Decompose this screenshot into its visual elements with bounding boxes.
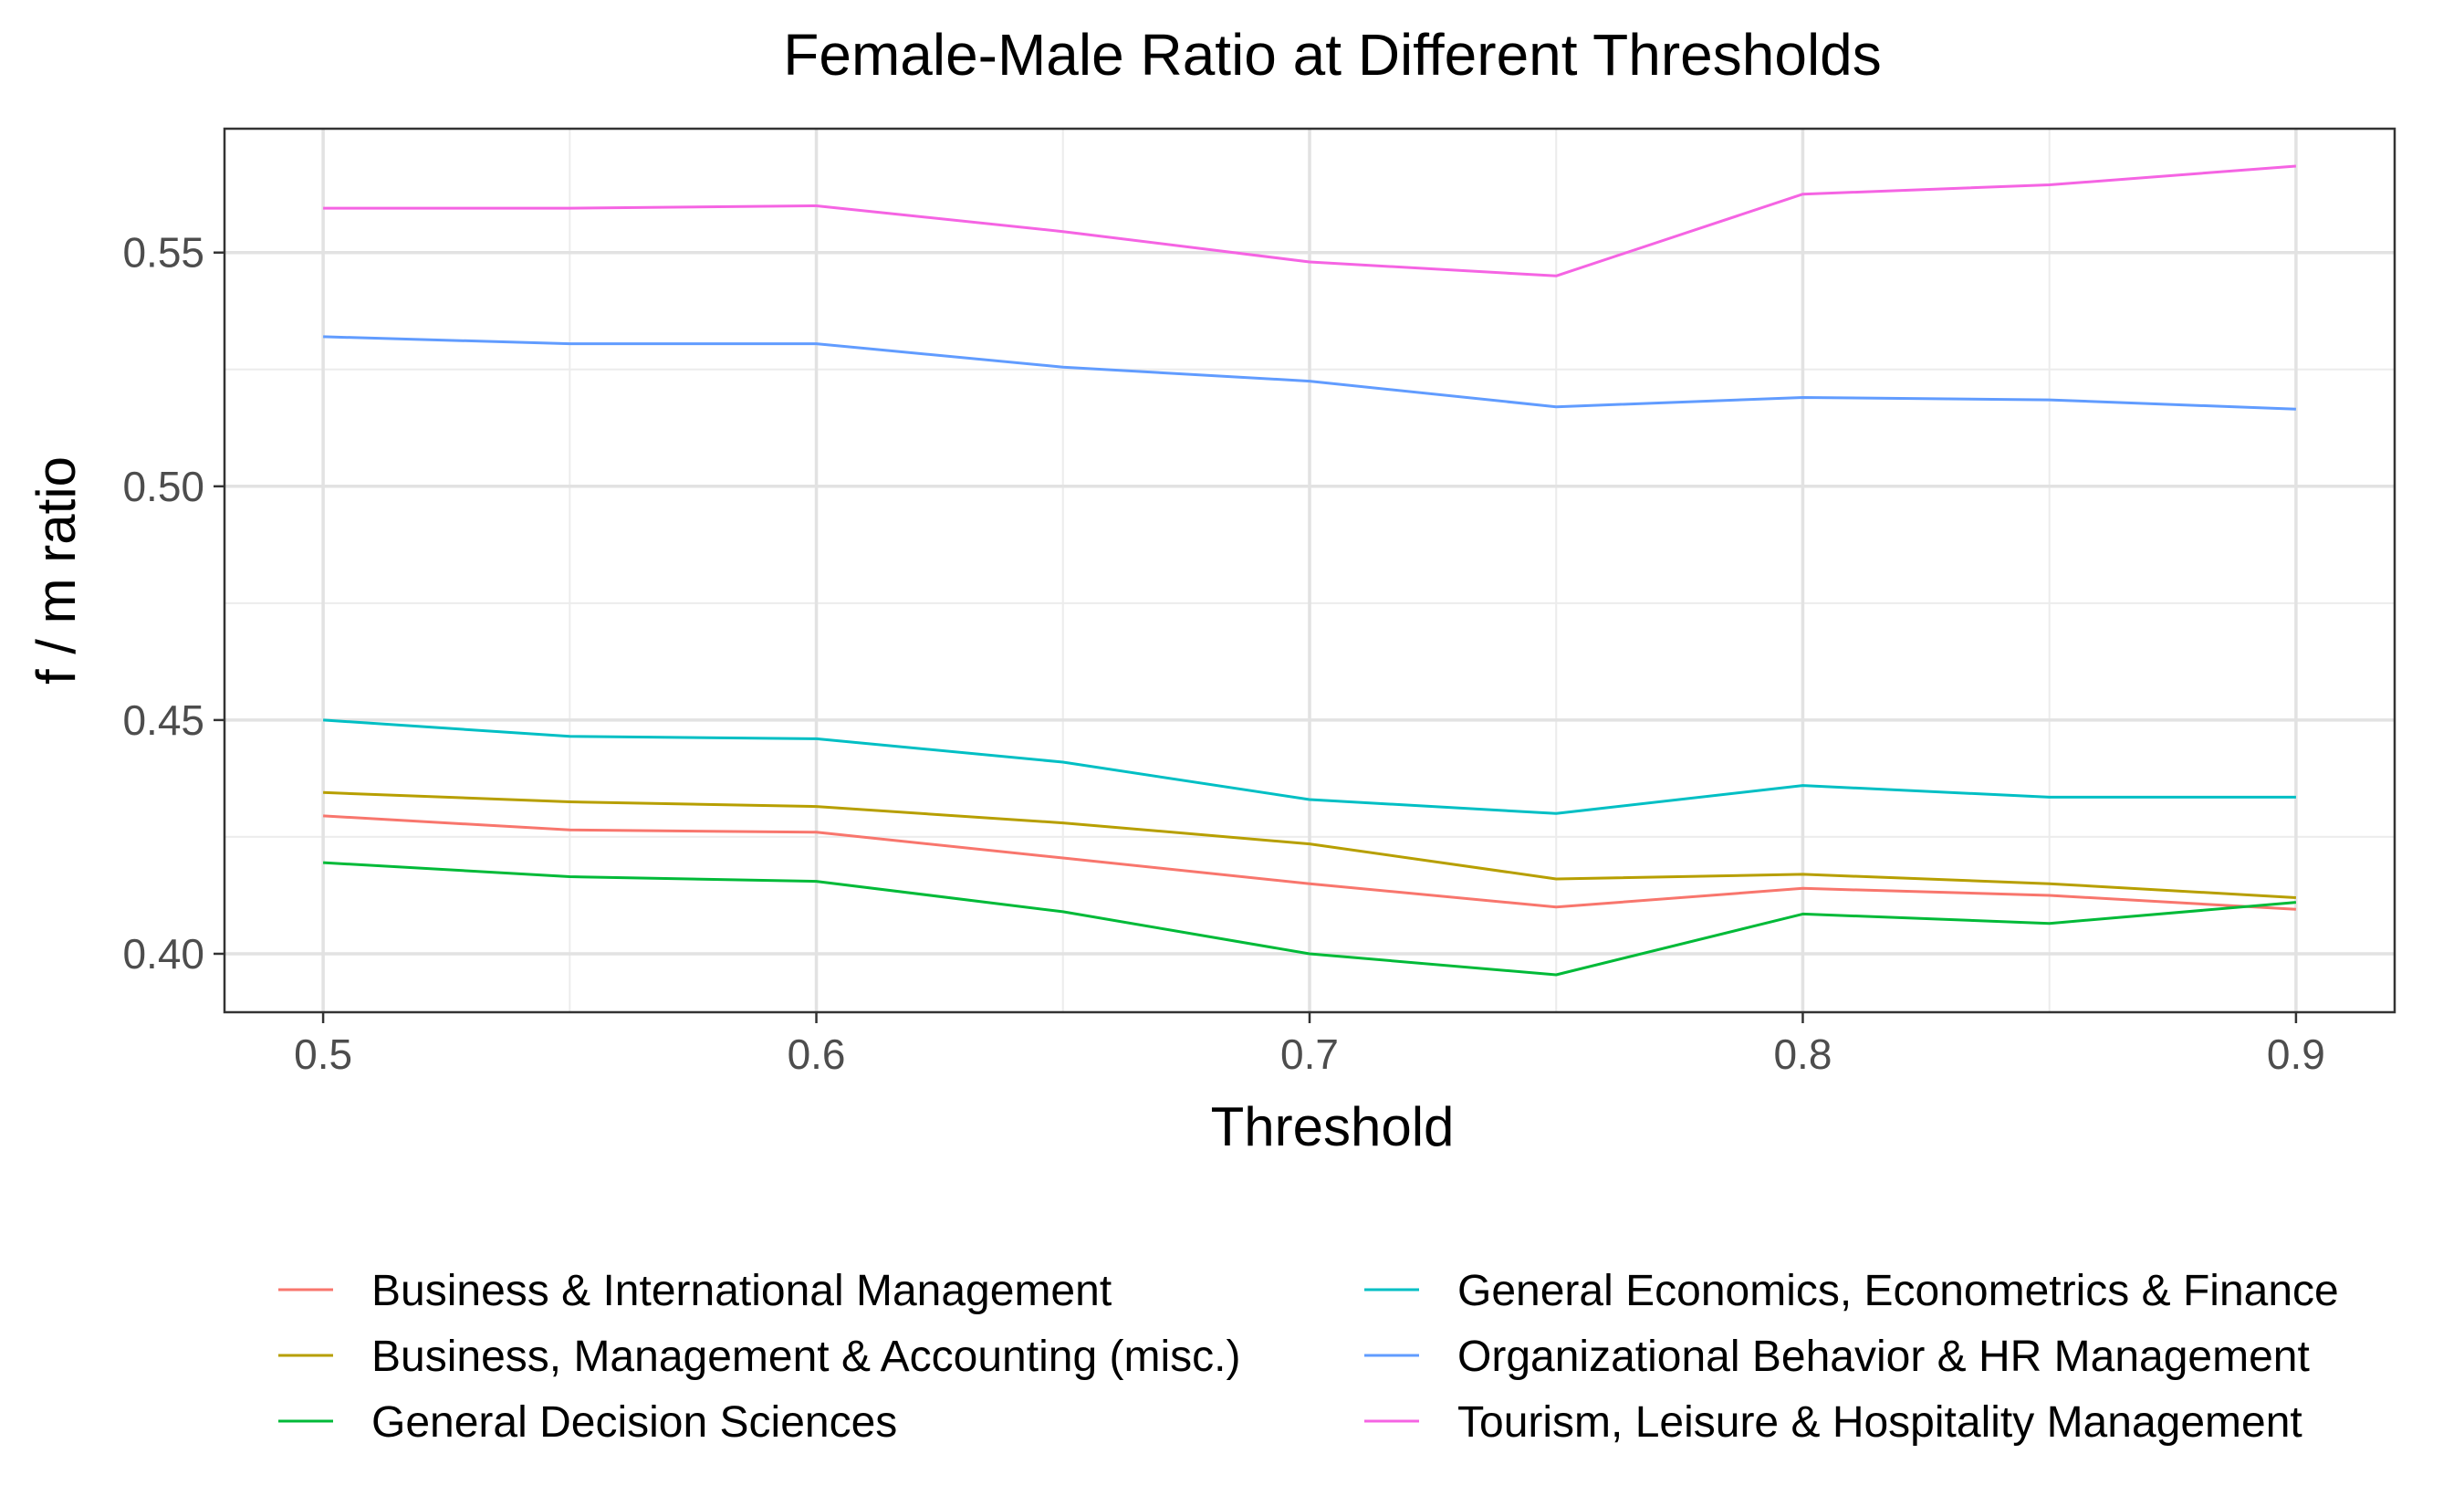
legend-label-0: Business & International Management [371,1267,1112,1315]
legend-label-4: Organizational Behavior & HR Management [1457,1333,2310,1381]
legend-label-3: General Economics, Econometrics & Financ… [1457,1267,2339,1315]
y-tick-label-1: 0.45 [122,696,204,744]
chart-title: Female-Male Ratio at Different Threshold… [783,22,1882,88]
legend-label-2: General Decision Sciences [371,1398,897,1447]
legend: Business & International Management Busin… [278,1267,2339,1447]
series-lines [323,164,2297,977]
x-axis-label: Threshold [1211,1096,1455,1157]
x-tick-label-2: 0.7 [1280,1030,1339,1078]
series-line-1 [323,790,2296,899]
y-tick-label-3: 0.55 [122,229,204,277]
y-tick-label-2: 0.50 [122,463,204,510]
y-tick-label-0: 0.40 [122,930,204,978]
x-axis-ticks: 0.5 0.6 0.7 0.8 0.9 [294,1012,2325,1078]
x-tick-label-3: 0.8 [1773,1030,1832,1078]
x-tick-label-1: 0.6 [788,1030,846,1078]
x-tick-label-0: 0.5 [294,1030,352,1078]
series-line-3 [323,718,2296,815]
y-axis-label: f / m ratio [26,456,87,685]
series-line-4 [323,335,2296,411]
legend-label-1: Business, Management & Accounting (misc.… [371,1333,1240,1381]
x-tick-label-4: 0.9 [2267,1030,2325,1078]
series-line-2 [323,861,2297,977]
series-line-5 [323,164,2297,277]
major-gridlines [224,129,2395,1012]
series-line-0 [323,814,2296,911]
legend-label-5: Tourism, Leisure & Hospitality Managemen… [1457,1398,2302,1447]
y-axis-ticks: 0.40 0.45 0.50 0.55 [122,229,224,978]
